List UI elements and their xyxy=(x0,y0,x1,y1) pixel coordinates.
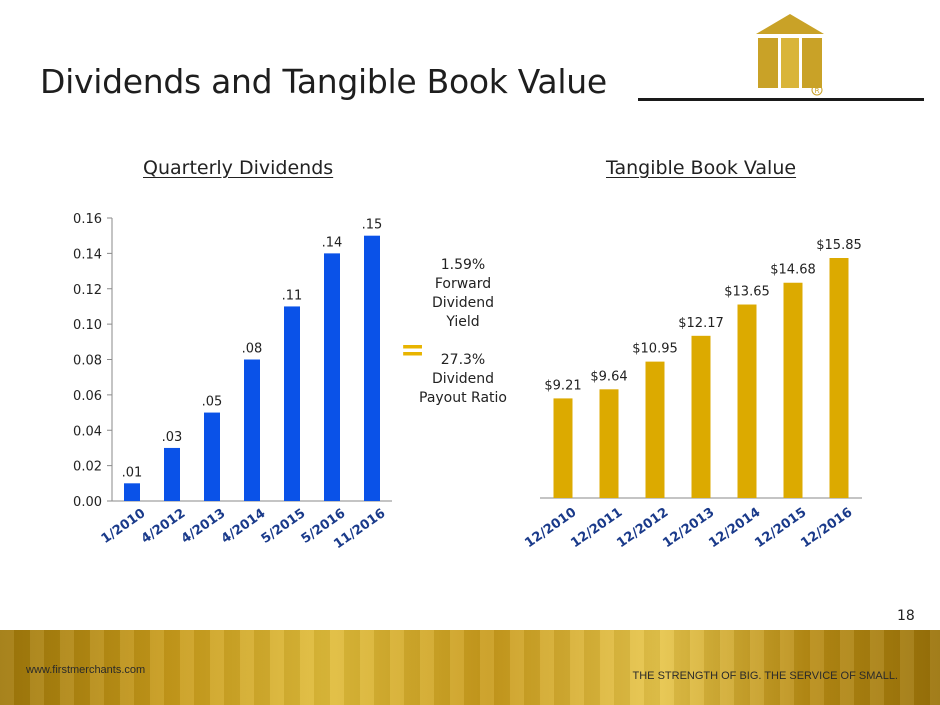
tbv-bar xyxy=(553,398,573,498)
forward-yield-label-line1: Forward xyxy=(434,276,492,292)
tbv-data-label: $13.65 xyxy=(724,285,770,300)
dividends-y-tick-label: 0.08 xyxy=(73,354,102,369)
equals-sign: = xyxy=(400,333,426,368)
dividends-bar xyxy=(244,359,260,501)
tbv-data-label: $14.68 xyxy=(770,263,816,278)
dividends-y-tick-label: 0.02 xyxy=(73,460,102,475)
payout-ratio-label-line1: Dividend xyxy=(431,371,495,387)
tbv-x-tick-label: 12/2010 xyxy=(522,505,579,551)
tbv-chart-title: Tangible Book Value xyxy=(606,157,797,179)
tbv-data-label: $10.95 xyxy=(632,342,678,357)
footer-bar: www.firstmerchants.com THE STRENGTH OF B… xyxy=(0,630,940,705)
dividends-y-tick-label: 0.14 xyxy=(73,247,102,262)
tbv-x-tick-label: 12/2014 xyxy=(706,505,763,551)
dividends-y-tick-label: 0.12 xyxy=(73,283,102,298)
dividends-x-tick-label: 5/2015 xyxy=(259,506,309,547)
dividends-data-label: .15 xyxy=(362,218,383,233)
forward-yield-value: 1.59% xyxy=(440,257,486,273)
svg-text:R: R xyxy=(815,87,820,95)
dividends-bar xyxy=(164,447,180,501)
footer-tagline: THE STRENGTH OF BIG. THE SERVICE OF SMAL… xyxy=(632,670,898,682)
tbv-data-label: $12.17 xyxy=(678,316,724,331)
dividends-x-tick-label: 4/2012 xyxy=(139,506,189,547)
tbv-x-tick-label: 12/2013 xyxy=(660,505,717,551)
dividends-bar xyxy=(124,483,140,501)
dividends-bar xyxy=(364,235,380,501)
tbv-data-label: $15.85 xyxy=(816,238,862,253)
dividends-y-tick-label: 0.04 xyxy=(73,424,102,439)
tbv-x-tick-label: 12/2015 xyxy=(752,505,809,551)
dividends-y-tick-label: 0.06 xyxy=(73,389,102,404)
dividend-metrics: 1.59% Forward Dividend Yield 27.3% Divid… xyxy=(408,256,518,408)
slide-title: Dividends and Tangible Book Value xyxy=(40,62,607,101)
forward-yield-label-line3: Yield xyxy=(446,314,480,330)
dividends-x-tick-label: 1/2010 xyxy=(99,506,149,547)
charts-canvas: 0.00 0.02 0.04 0.06 0.08 0.10 0.12 0.14 0.16 .01 1… xyxy=(73,212,862,552)
dividends-data-label: .14 xyxy=(322,235,343,250)
tbv-x-tick-label: 12/2016 xyxy=(798,505,855,551)
dividends-data-label: .08 xyxy=(242,342,263,357)
forward-yield-label-line2: Dividend xyxy=(431,295,495,311)
tbv-data-label: $9.21 xyxy=(544,378,581,393)
dividends-y-tick-label: 0.00 xyxy=(73,495,102,510)
dividends-bar xyxy=(324,253,340,501)
title-underline-rule xyxy=(638,98,924,101)
company-logo: R xyxy=(756,14,824,96)
dividends-y-tick-label: 0.10 xyxy=(73,318,102,333)
tbv-data-label: $9.64 xyxy=(590,369,627,384)
tbv-x-tick-label: 12/2012 xyxy=(614,505,671,551)
dividends-data-label: .03 xyxy=(162,430,183,445)
tbv-bar xyxy=(829,258,849,498)
dividends-bar xyxy=(284,306,300,501)
tbv-bar xyxy=(599,389,619,498)
tbv-x-tick-label: 12/2011 xyxy=(568,505,625,551)
page-number: 18 xyxy=(897,608,915,624)
payout-ratio-value: 27.3% xyxy=(440,352,486,368)
tbv-bar xyxy=(783,282,803,498)
footer-url-link[interactable]: www.firstmerchants.com xyxy=(26,664,146,676)
dividends-data-label: .11 xyxy=(282,288,303,303)
tbv-bar xyxy=(691,335,711,498)
tbv-bar xyxy=(737,304,757,498)
dividends-chart-title: Quarterly Dividends xyxy=(143,157,334,179)
dividends-data-label: .05 xyxy=(202,395,223,410)
dividends-x-tick-label: 4/2013 xyxy=(179,506,229,547)
tbv-bar xyxy=(645,361,665,498)
dividends-data-label: .01 xyxy=(122,465,143,480)
dividends-x-tick-label: 4/2014 xyxy=(219,506,269,547)
dividends-bar xyxy=(204,412,220,501)
payout-ratio-label-line2: Payout Ratio xyxy=(419,390,507,406)
dividends-y-tick-label: 0.16 xyxy=(73,212,102,227)
